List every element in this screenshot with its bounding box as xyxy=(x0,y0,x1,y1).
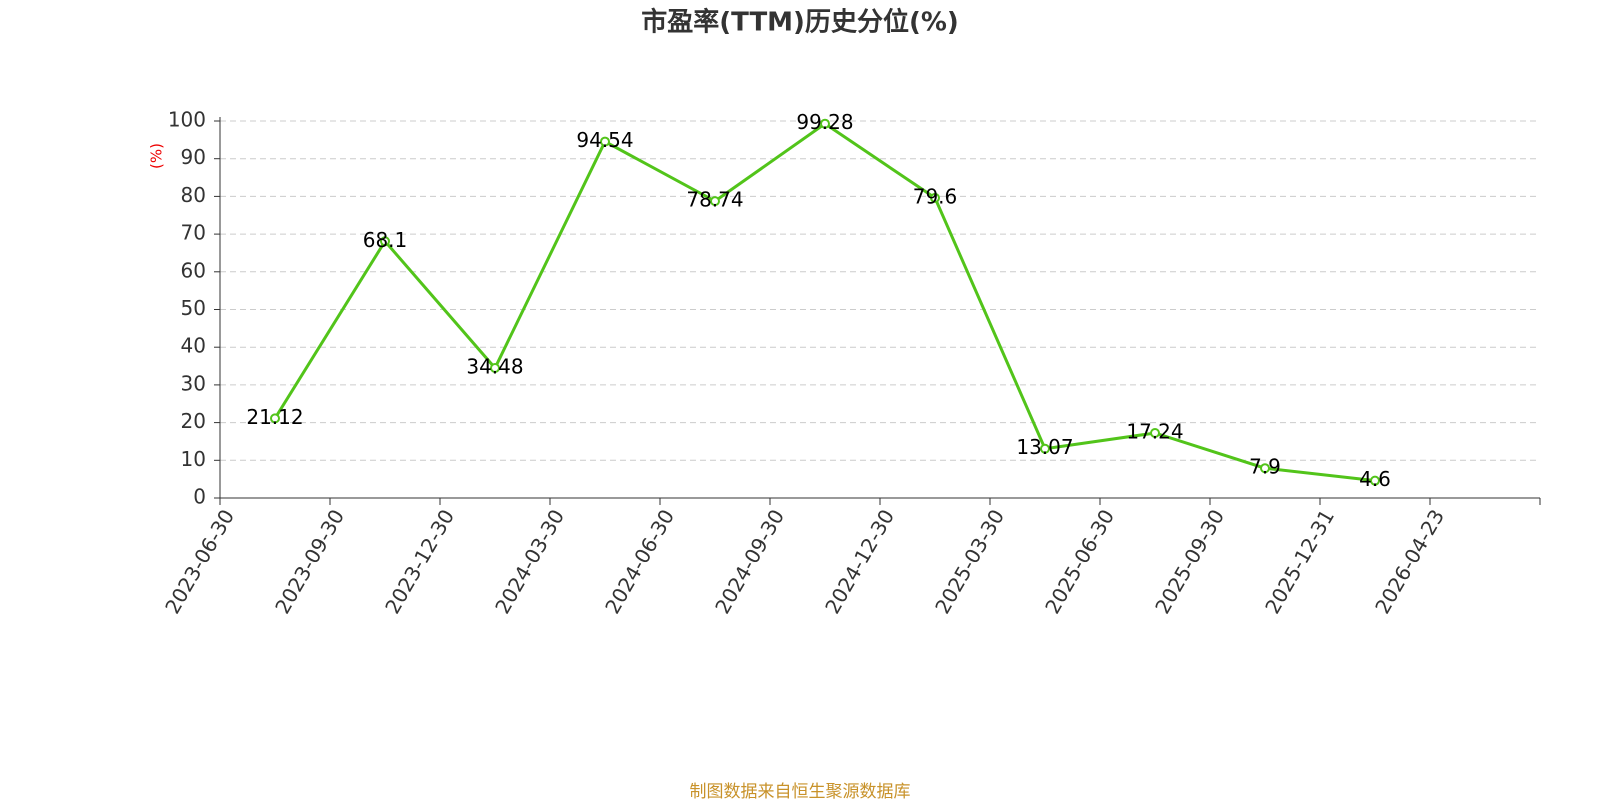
point xyxy=(1260,463,1270,474)
y-tick-label: 100 xyxy=(168,108,206,132)
point xyxy=(710,196,720,207)
x-tick-label: 2025-09-30 xyxy=(1150,505,1229,618)
value-label: 34.48 xyxy=(466,355,523,379)
x-tick-label: 2023-06-30 xyxy=(160,505,239,618)
y-tick-label: 90 xyxy=(181,145,206,169)
y-tick-label: 80 xyxy=(181,183,206,207)
x-tick-label: 2023-09-30 xyxy=(270,505,349,618)
point xyxy=(380,236,390,247)
value-label: 4.6 xyxy=(1359,467,1391,491)
value-label: 17.24 xyxy=(1126,420,1183,444)
point xyxy=(600,136,610,147)
point xyxy=(820,118,830,129)
value-label: 99.28 xyxy=(796,110,853,134)
value-label: 94.54 xyxy=(576,128,633,152)
y-tick-label: 10 xyxy=(181,447,206,471)
x-tick-label: 2025-06-30 xyxy=(1040,505,1119,618)
point xyxy=(1370,475,1380,486)
y-tick-label: 60 xyxy=(181,258,206,282)
line xyxy=(273,121,1376,483)
y-tick-label: 0 xyxy=(193,485,206,509)
value-label: 21.12 xyxy=(246,405,303,429)
x-tick-label: 2026-04-23 xyxy=(1370,505,1449,618)
value-label: 13.07 xyxy=(1016,435,1073,459)
y-tick-label: 50 xyxy=(181,296,206,320)
x-tick-label: 2024-09-30 xyxy=(710,505,789,618)
x-tick-label: 2025-03-30 xyxy=(930,505,1009,618)
x-tick-label: 2024-06-30 xyxy=(600,505,679,618)
y-tick-label: 70 xyxy=(181,221,206,245)
x-tick-label: 2024-03-30 xyxy=(490,505,569,618)
point xyxy=(270,413,280,424)
x-tick-label: 2024-12-30 xyxy=(820,505,899,618)
footer: 制图数据来自恒生聚源数据库 xyxy=(690,782,911,800)
y-axis-label: (%) xyxy=(148,143,166,169)
value-label: 68.1 xyxy=(363,228,408,252)
y-tick-label: 20 xyxy=(181,409,206,433)
point xyxy=(1150,428,1160,439)
value-label: 79.6 xyxy=(913,184,958,208)
value-label: 78.74 xyxy=(686,188,743,212)
chart-title: 市盈率(TTM)历史分位(%) xyxy=(641,7,959,38)
point xyxy=(930,192,940,203)
value-label: 7.9 xyxy=(1249,455,1281,479)
point xyxy=(1040,443,1050,454)
point xyxy=(490,363,500,374)
y-tick-label: 40 xyxy=(181,334,206,358)
x-tick-label: 2023-12-30 xyxy=(380,505,459,618)
y-tick-label: 30 xyxy=(181,371,206,395)
x-tick-label: 2025-12-31 xyxy=(1260,505,1339,618)
